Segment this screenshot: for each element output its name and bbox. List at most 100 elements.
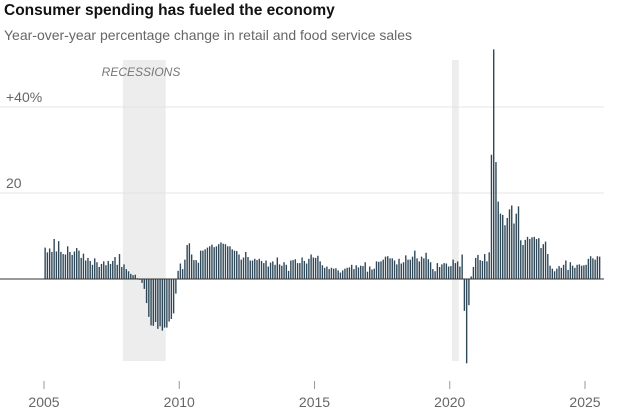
bar bbox=[533, 236, 535, 279]
bar bbox=[468, 279, 470, 306]
bar bbox=[69, 251, 71, 279]
bar bbox=[549, 265, 551, 279]
bar bbox=[57, 241, 60, 279]
bar bbox=[64, 254, 67, 279]
bar bbox=[387, 256, 389, 279]
x-tick-label: 2020 bbox=[434, 394, 465, 410]
bar bbox=[443, 263, 445, 279]
bar bbox=[98, 266, 100, 279]
bar bbox=[405, 255, 407, 279]
bar bbox=[346, 267, 348, 279]
bar bbox=[474, 257, 477, 279]
bar bbox=[441, 264, 443, 279]
bar bbox=[450, 266, 452, 279]
bar bbox=[515, 213, 517, 279]
bar bbox=[290, 260, 292, 279]
bar bbox=[502, 214, 504, 279]
bar bbox=[107, 260, 109, 279]
bar bbox=[357, 267, 360, 279]
bar bbox=[132, 275, 134, 279]
bar bbox=[143, 279, 146, 289]
bar bbox=[44, 247, 46, 279]
bar bbox=[175, 279, 177, 294]
bar bbox=[287, 270, 290, 279]
bar bbox=[317, 255, 319, 279]
bar bbox=[89, 260, 91, 279]
bar bbox=[87, 257, 89, 279]
bar bbox=[589, 256, 592, 279]
bar bbox=[488, 252, 490, 279]
bar bbox=[163, 279, 166, 328]
bar bbox=[152, 279, 155, 326]
bar bbox=[535, 239, 538, 279]
bar bbox=[463, 279, 466, 311]
bar bbox=[91, 264, 94, 279]
bar bbox=[542, 244, 544, 279]
gridlines: +40% 20 bbox=[0, 89, 604, 194]
bar bbox=[109, 263, 112, 279]
bar bbox=[382, 259, 384, 279]
recessions-label: RECESSIONS bbox=[102, 65, 181, 79]
bar bbox=[378, 261, 380, 279]
bar bbox=[127, 271, 130, 279]
bar bbox=[179, 263, 182, 279]
bar bbox=[452, 259, 454, 279]
bar bbox=[254, 258, 256, 279]
bar bbox=[245, 251, 247, 279]
bar bbox=[411, 256, 414, 279]
bar bbox=[310, 254, 312, 279]
bar bbox=[308, 258, 310, 279]
bar bbox=[495, 162, 497, 279]
bar bbox=[504, 225, 506, 279]
bar bbox=[150, 279, 152, 326]
bar bbox=[562, 264, 565, 279]
bar bbox=[283, 262, 285, 279]
bar bbox=[321, 265, 324, 279]
bar bbox=[80, 257, 82, 279]
bar bbox=[479, 260, 481, 279]
bar bbox=[350, 264, 353, 279]
bar bbox=[355, 265, 357, 279]
bar bbox=[567, 269, 569, 279]
bar bbox=[592, 258, 594, 279]
bar bbox=[409, 259, 412, 279]
bar bbox=[578, 264, 581, 279]
bar bbox=[396, 264, 398, 279]
bar bbox=[445, 263, 448, 279]
bar bbox=[384, 256, 387, 279]
bar bbox=[506, 217, 508, 279]
bar bbox=[371, 269, 373, 279]
bar bbox=[524, 239, 526, 279]
bar bbox=[526, 236, 529, 279]
bar bbox=[94, 258, 96, 279]
bar bbox=[199, 250, 202, 279]
bar bbox=[53, 239, 55, 279]
bar bbox=[423, 258, 425, 279]
bar bbox=[123, 264, 125, 279]
bar bbox=[258, 258, 260, 279]
bar bbox=[337, 270, 339, 279]
bar bbox=[285, 264, 288, 279]
bar bbox=[551, 268, 554, 279]
bar bbox=[389, 258, 391, 279]
bar bbox=[190, 254, 193, 279]
bar bbox=[486, 261, 488, 279]
bar bbox=[236, 251, 238, 279]
bar bbox=[215, 246, 218, 279]
y-tick-label: 20 bbox=[6, 175, 22, 191]
bar bbox=[416, 258, 418, 279]
bar bbox=[276, 257, 279, 279]
bar bbox=[82, 253, 85, 279]
bar bbox=[224, 244, 227, 279]
bar bbox=[407, 259, 409, 279]
bar bbox=[574, 267, 576, 279]
bar bbox=[434, 271, 436, 279]
bar bbox=[247, 257, 249, 279]
chart-subtitle: Year-over-year percentage change in reta… bbox=[4, 27, 413, 43]
bar bbox=[242, 257, 245, 279]
bar bbox=[565, 260, 567, 279]
bar bbox=[181, 269, 184, 279]
x-tick-label: 2025 bbox=[569, 394, 600, 410]
bar bbox=[85, 260, 87, 279]
